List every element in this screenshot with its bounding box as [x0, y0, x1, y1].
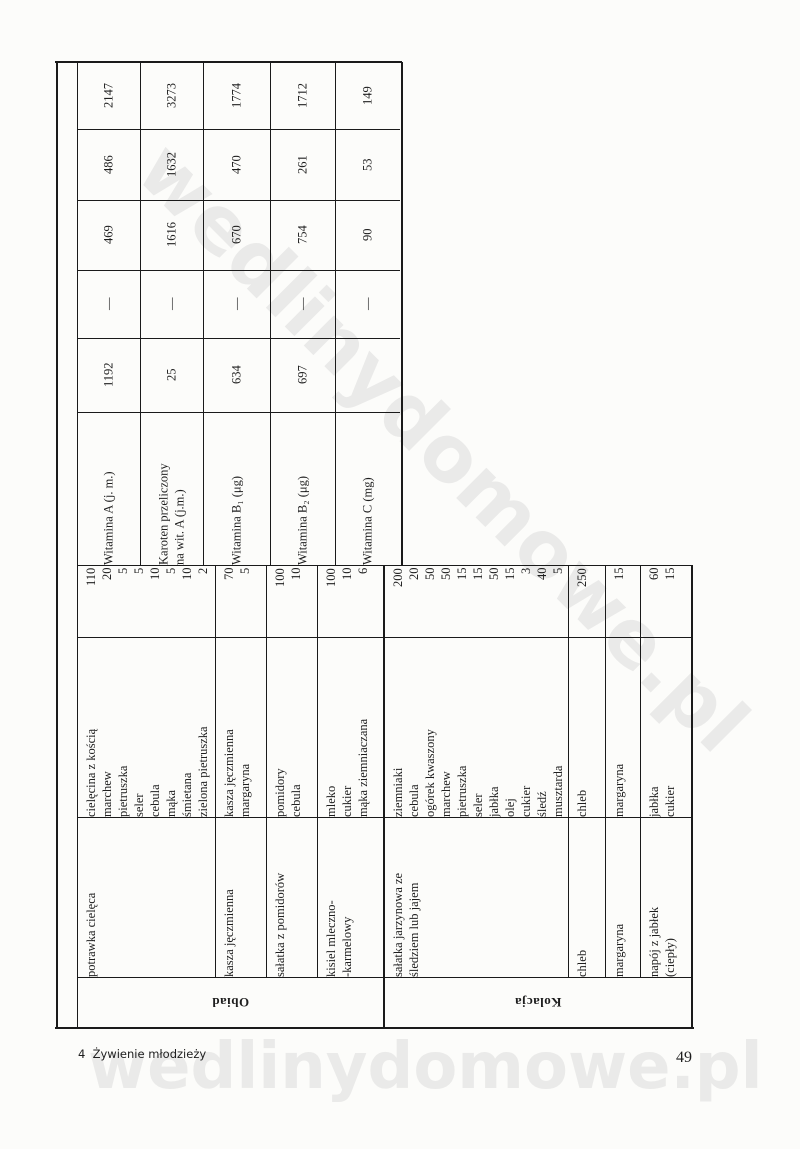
table-rule [55, 61, 402, 63]
vitamin-label: Witamina C (mg) [360, 477, 375, 565]
vitamin-value: 470 [229, 155, 244, 174]
table-rule [639, 565, 641, 977]
table-rule [76, 62, 78, 1028]
dish-name: sałatka z pomidorów [273, 872, 287, 977]
table-rule [77, 411, 400, 413]
vitamin-value: 1192 [101, 362, 116, 388]
vitamin-value: 3273 [164, 83, 179, 108]
dish-name: potrawka cielęca [84, 892, 98, 977]
dish-amounts: 60 15 [647, 568, 677, 581]
vitamin-value: 486 [101, 155, 116, 174]
vitamin-value: 261 [295, 155, 310, 174]
dish-amounts: 250 [575, 568, 589, 587]
dish-amounts: 100 10 6 [324, 568, 370, 587]
meal-label-kolacja: Kolacja [514, 995, 562, 1010]
table-rule [567, 565, 569, 977]
vitamin-value: 1632 [164, 152, 179, 177]
dish-name: sałatka jarzynowa ze śledziem lub jajem [391, 872, 421, 977]
dish-name: kisiel mleczno- -karmelowy [324, 900, 354, 977]
table-rule [334, 62, 336, 565]
vitamin-label: Witamina A (j. m.) [101, 471, 116, 565]
vitamin-value: 2147 [101, 83, 116, 108]
vitamin-value: 634 [229, 365, 244, 385]
vitamin-value [335, 338, 400, 412]
table-rule [383, 565, 385, 1028]
watermark-bottom: wedlinydomowe.pl [88, 1030, 763, 1104]
vitamin-value: — [229, 297, 244, 311]
vitamin-value: 754 [295, 225, 310, 245]
vitamin-value: 90 [360, 228, 375, 242]
dish-name: margaryna [612, 923, 626, 977]
vitamin-value: 670 [229, 225, 244, 245]
table-rule [401, 62, 403, 565]
vitamin-value: 469 [101, 225, 116, 245]
dish-amounts: 110 20 5 5 10 5 10 2 [84, 568, 210, 587]
vitamin-value: — [164, 297, 179, 311]
table-rule [77, 337, 400, 339]
dish-ingredients: jabłka cukier [647, 785, 677, 817]
table-rule [269, 62, 271, 565]
dish-ingredients: chleb [575, 789, 589, 817]
page-number: 49 [676, 1049, 692, 1066]
vitamin-value: 149 [360, 86, 375, 105]
table-rule [56, 62, 58, 1028]
dish-ingredients: ziemniaki cebula ogórek kwaszony marchew… [391, 729, 565, 817]
vitamin-value: 1774 [229, 83, 244, 108]
dish-ingredients: kasza jęczmienna margaryna [222, 729, 252, 817]
dish-name: chleb [575, 949, 589, 977]
vitamin-label: Karoten przeliczony na wit. A (j.m.) [156, 463, 187, 565]
vitamin-value: — [295, 297, 310, 311]
table-rule [77, 199, 400, 201]
vitamin-value: 697 [295, 365, 310, 385]
meal-label-obiad: Obiad [211, 995, 250, 1010]
vitamin-value: 53 [360, 158, 375, 171]
vitamin-value: 1616 [164, 222, 179, 248]
dish-ingredients: mleko cukier mąka ziemniaczana [324, 718, 370, 817]
table-rule [139, 62, 141, 565]
table-rule [77, 128, 400, 130]
dish-amounts: 15 [612, 568, 626, 581]
table-rule [214, 565, 216, 977]
table-rule [265, 565, 267, 977]
table-rule [316, 565, 318, 977]
dish-amounts: 100 10 [273, 568, 303, 587]
dish-ingredients: pomidory cebula [273, 768, 303, 817]
dish-ingredients: margaryna [612, 763, 626, 817]
footer-chapter: 4 Żywienie młodzieży [78, 1047, 207, 1061]
table-rule [691, 565, 693, 1028]
dish-amounts: 200 20 50 50 15 15 50 15 3 40 5 [391, 568, 565, 587]
dish-amounts: 70 5 [222, 568, 252, 581]
dish-name: kasza jęczmienna [222, 889, 236, 977]
vitamin-value: — [101, 297, 116, 311]
vitamin-value: 25 [164, 368, 179, 382]
table-rule [55, 1027, 694, 1029]
dish-ingredients: cielęcina z kością marchew pietruszka se… [84, 726, 210, 817]
table-rule [202, 62, 204, 565]
vitamin-value: 1712 [295, 83, 310, 108]
table-rule [604, 565, 606, 977]
dish-name: napój z jabłek (ciepły) [647, 906, 677, 977]
vitamin-value: — [360, 297, 375, 311]
vitamin-label: Witamina B₁ (μg) [229, 475, 244, 565]
vitamin-label: Witamina B₂ (μg) [295, 475, 310, 565]
table-rule [77, 269, 400, 271]
